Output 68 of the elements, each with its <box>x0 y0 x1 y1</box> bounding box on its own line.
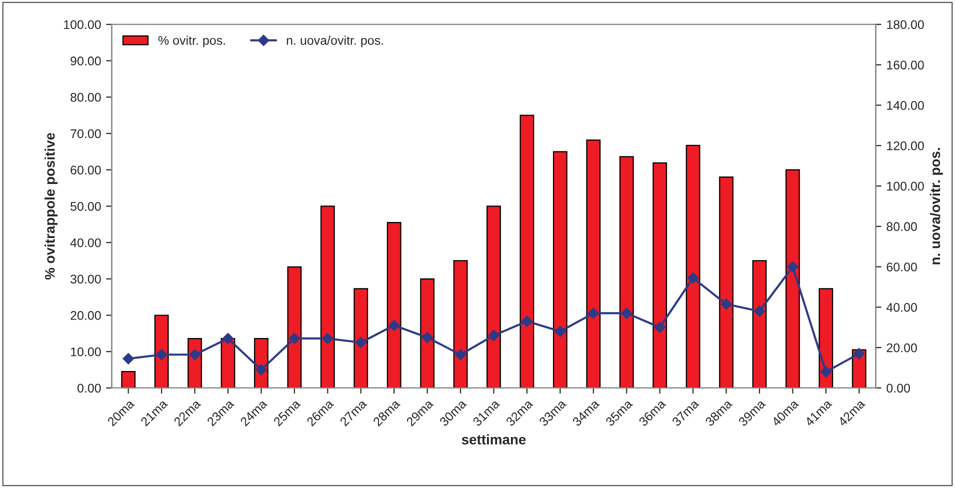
bar <box>818 288 834 388</box>
point <box>854 348 865 360</box>
point <box>488 330 500 342</box>
bar <box>287 266 302 388</box>
y-tick-label: 60.00 <box>70 166 101 174</box>
x-axis-title: settimane <box>462 434 526 444</box>
y-tick-label: 40.00 <box>70 238 101 248</box>
y2-tick-label: 160.00 <box>887 60 924 70</box>
point <box>654 322 666 333</box>
bar <box>619 156 634 388</box>
point <box>521 316 533 327</box>
point <box>189 349 200 360</box>
point <box>355 336 366 348</box>
y-tick-label: 70.00 <box>70 129 101 138</box>
y2-tick-label: 140.00 <box>887 100 924 110</box>
y2-axis-title: n. uova/ovitr. pos. <box>930 148 943 264</box>
point <box>156 349 168 360</box>
bar <box>552 151 568 388</box>
y2-tick-label: 80.00 <box>886 222 917 232</box>
bar <box>354 288 368 388</box>
y-tick-label: 50.00 <box>70 202 101 211</box>
point <box>754 306 766 317</box>
legend-label: n. uova/ovitr. pos. <box>286 36 383 48</box>
bar <box>752 260 767 388</box>
legend-label: % ovitr. pos. <box>158 36 225 48</box>
point <box>422 332 433 344</box>
point <box>454 349 466 360</box>
point <box>322 332 334 344</box>
y-axis-title: % ovitrappole positive <box>44 132 58 280</box>
bar <box>154 314 169 388</box>
bar <box>486 206 501 388</box>
bar <box>719 176 734 388</box>
point <box>554 326 566 338</box>
bar <box>420 278 434 388</box>
y-tick-label: 10.00 <box>70 347 101 356</box>
point <box>288 332 300 344</box>
bar <box>652 162 668 388</box>
point <box>388 320 400 331</box>
y-tick-label: 0.00 <box>77 384 101 393</box>
point <box>222 332 234 344</box>
point <box>621 308 632 319</box>
y2-tick-label: 120.00 <box>887 141 924 150</box>
bar <box>386 222 402 388</box>
point <box>122 353 134 364</box>
point <box>687 272 699 284</box>
y-tick-label: 80.00 <box>70 92 101 102</box>
y2-tick-label: 180.00 <box>887 20 924 30</box>
y-tick-label: 20.00 <box>70 311 101 320</box>
y2-tick-label: 60.00 <box>886 262 917 272</box>
point <box>820 366 832 378</box>
y2-tick-label: 40.00 <box>886 302 917 312</box>
bar <box>453 260 468 388</box>
y2-tick-label: 100.00 <box>887 182 924 191</box>
bar <box>686 144 700 388</box>
y-tick-label: 90.00 <box>70 56 101 66</box>
bar <box>520 114 534 388</box>
point <box>720 298 732 310</box>
bar <box>785 169 800 388</box>
y-tick-label: 30.00 <box>70 274 101 284</box>
point <box>256 364 267 376</box>
y2-tick-label: 20.00 <box>886 343 917 352</box>
y2-tick-label: 0.00 <box>886 384 910 393</box>
bar <box>586 139 601 388</box>
y-tick-label: 100.00 <box>64 20 101 30</box>
point <box>787 261 798 272</box>
bar <box>320 206 335 388</box>
bar <box>121 371 136 388</box>
point <box>588 308 599 319</box>
